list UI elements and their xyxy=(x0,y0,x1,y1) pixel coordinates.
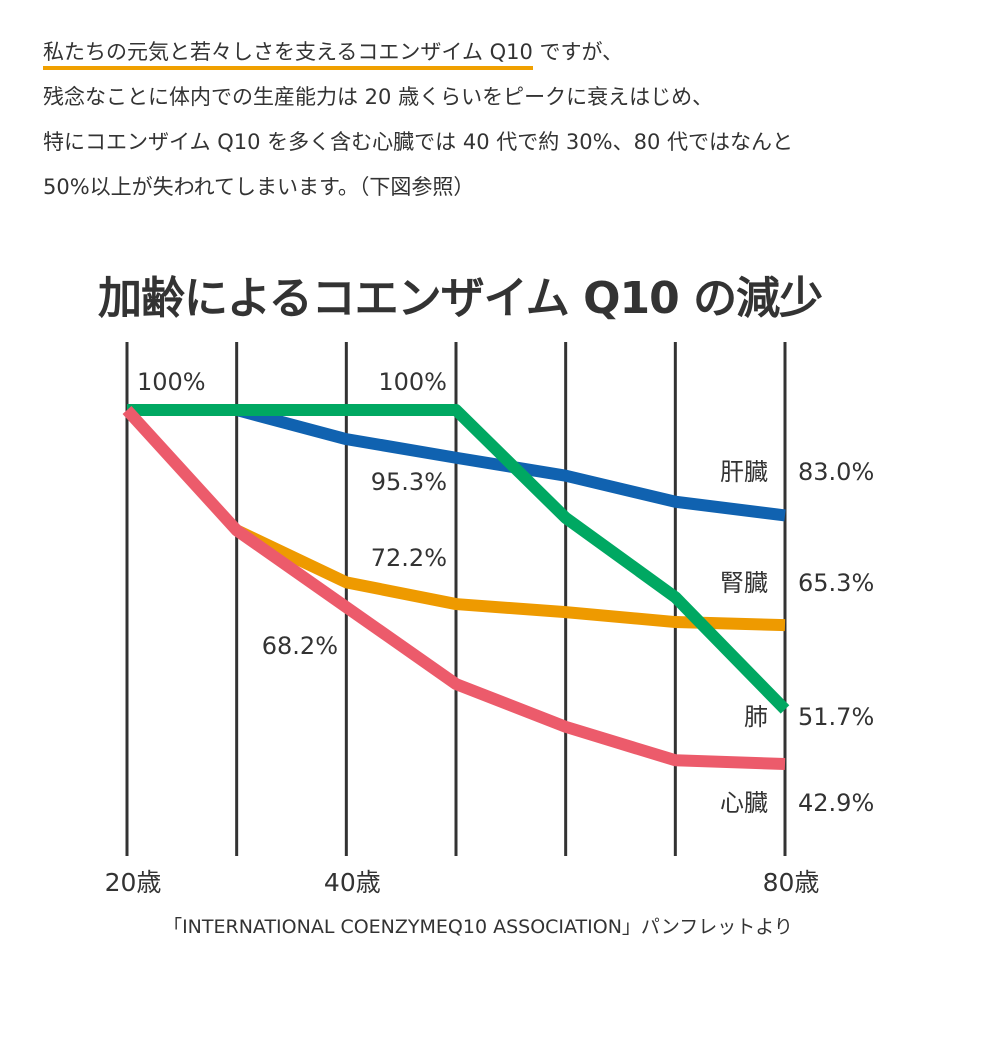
x-tick-label: 40歳 xyxy=(324,868,381,897)
intro-highlight: 私たちの元気と若々しさを支えるコエンザイム Q10 xyxy=(43,40,533,70)
series-line-心臓 xyxy=(122,405,786,771)
intro-line-3: 特にコエンザイム Q10 を多く含む心臓では 40 代で約 30%、80 代では… xyxy=(43,130,793,154)
series-line-肺 xyxy=(127,404,790,714)
series-name-label: 肺 xyxy=(744,703,768,731)
series-name-label: 肝臓 xyxy=(720,458,768,486)
intro-line-2: 残念なことに体内での生産能力は 20 歳くらいをピークに衰えはじめ、 xyxy=(43,85,714,109)
x-tick-label: 80歳 xyxy=(763,868,820,897)
series-end-value: 42.9% xyxy=(798,789,874,817)
intro-line-1-rest: ですが、 xyxy=(532,40,624,64)
data-label: 100% xyxy=(137,368,206,396)
data-label: 72.2% xyxy=(371,544,447,572)
data-label: 95.3% xyxy=(371,468,447,496)
series-line-腎臓 xyxy=(234,524,786,632)
series-end-value: 51.7% xyxy=(798,703,874,731)
data-label: 100% xyxy=(378,368,447,396)
series-end-value: 65.3% xyxy=(798,569,874,597)
series-name-label: 心臓 xyxy=(720,789,768,817)
series-name-label: 腎臓 xyxy=(720,569,768,597)
intro-line-1: 私たちの元気と若々しさを支えるコエンザイム Q10 ですが、 xyxy=(43,30,983,75)
intro-text: 私たちの元気と若々しさを支えるコエンザイム Q10 ですが、 残念なことに体内で… xyxy=(43,30,983,210)
chart-title: 加齢によるコエンザイム Q10 の減少 xyxy=(98,273,823,324)
intro-line-4: 50%以上が失われてしまいます。（下図参照） xyxy=(43,175,475,199)
series-end-value: 83.0% xyxy=(798,458,874,486)
data-label: 68.2% xyxy=(262,632,338,660)
x-tick-label: 20歳 xyxy=(105,868,162,897)
chart-source: 「INTERNATIONAL COENZYMEQ10 ASSOCIATION」パ… xyxy=(163,916,793,938)
